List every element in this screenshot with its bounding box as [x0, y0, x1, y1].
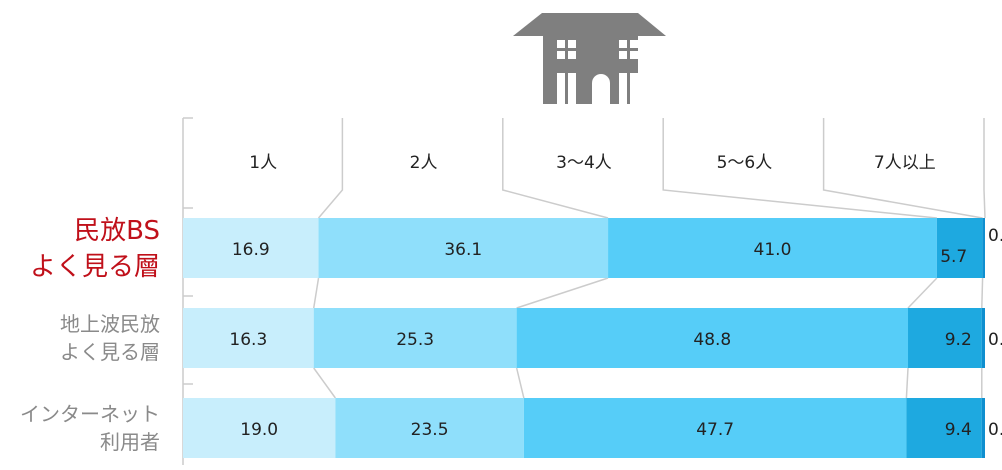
row-label-line2: よく見る層 — [30, 252, 160, 282]
category-header-label: 1人 — [249, 153, 277, 173]
value-label: 19.0 — [240, 420, 278, 440]
bar-segment — [313, 308, 517, 368]
header-divider — [317, 118, 344, 219]
bar-segment — [908, 308, 982, 368]
bar-segment — [608, 218, 937, 278]
value-label: 47.7 — [696, 420, 734, 440]
bar-segment — [981, 398, 985, 458]
bar-segment — [936, 218, 983, 278]
bar-segment — [516, 308, 909, 368]
value-label: 36.1 — [444, 240, 482, 260]
value-label: 0.3 — [988, 226, 1002, 246]
segment-connector — [312, 277, 320, 309]
value-label: 0.5 — [988, 330, 1002, 350]
segment-connector — [981, 277, 984, 309]
bar-segment — [183, 398, 336, 458]
row-label-line1: 地上波民放 — [60, 312, 160, 336]
bar-segment — [183, 218, 319, 278]
row-label-line2: 利用者 — [100, 430, 160, 454]
header-divider — [662, 118, 937, 219]
row-label-line1: 民放BS — [74, 216, 160, 246]
value-label: 0.5 — [988, 420, 1002, 440]
bar-segment — [318, 218, 609, 278]
bar-segment — [906, 398, 982, 458]
value-label: 5.7 — [940, 247, 967, 267]
house-icon — [513, 13, 666, 104]
bar-segment — [335, 398, 524, 458]
segment-connector — [516, 277, 609, 309]
category-header-label: 3〜4人 — [556, 153, 612, 173]
value-label: 16.9 — [232, 240, 270, 260]
value-label: 41.0 — [754, 240, 792, 260]
segment-connector — [313, 367, 336, 399]
segment-connector — [907, 277, 938, 309]
bar-segment — [982, 218, 985, 278]
bar-segment — [981, 308, 985, 368]
value-label: 9.2 — [945, 330, 972, 350]
value-label: 48.8 — [693, 330, 731, 350]
header-divider — [502, 118, 609, 219]
header-divider — [822, 118, 983, 219]
value-label: 25.3 — [396, 330, 434, 350]
segment-connector — [905, 367, 909, 399]
value-label: 16.3 — [229, 330, 267, 350]
bar-segment — [523, 398, 907, 458]
bar-segment — [183, 308, 314, 368]
row-label-line2: よく見る層 — [60, 340, 160, 364]
row-label-line1: インターネット — [20, 402, 160, 426]
category-header-label: 2人 — [410, 153, 438, 173]
value-label: 23.5 — [411, 420, 449, 440]
header-divider — [983, 118, 986, 219]
segment-connector — [515, 367, 525, 399]
category-header-label: 7人以上 — [874, 153, 936, 173]
value-label: 9.4 — [945, 420, 972, 440]
category-header-label: 5〜6人 — [717, 153, 773, 173]
